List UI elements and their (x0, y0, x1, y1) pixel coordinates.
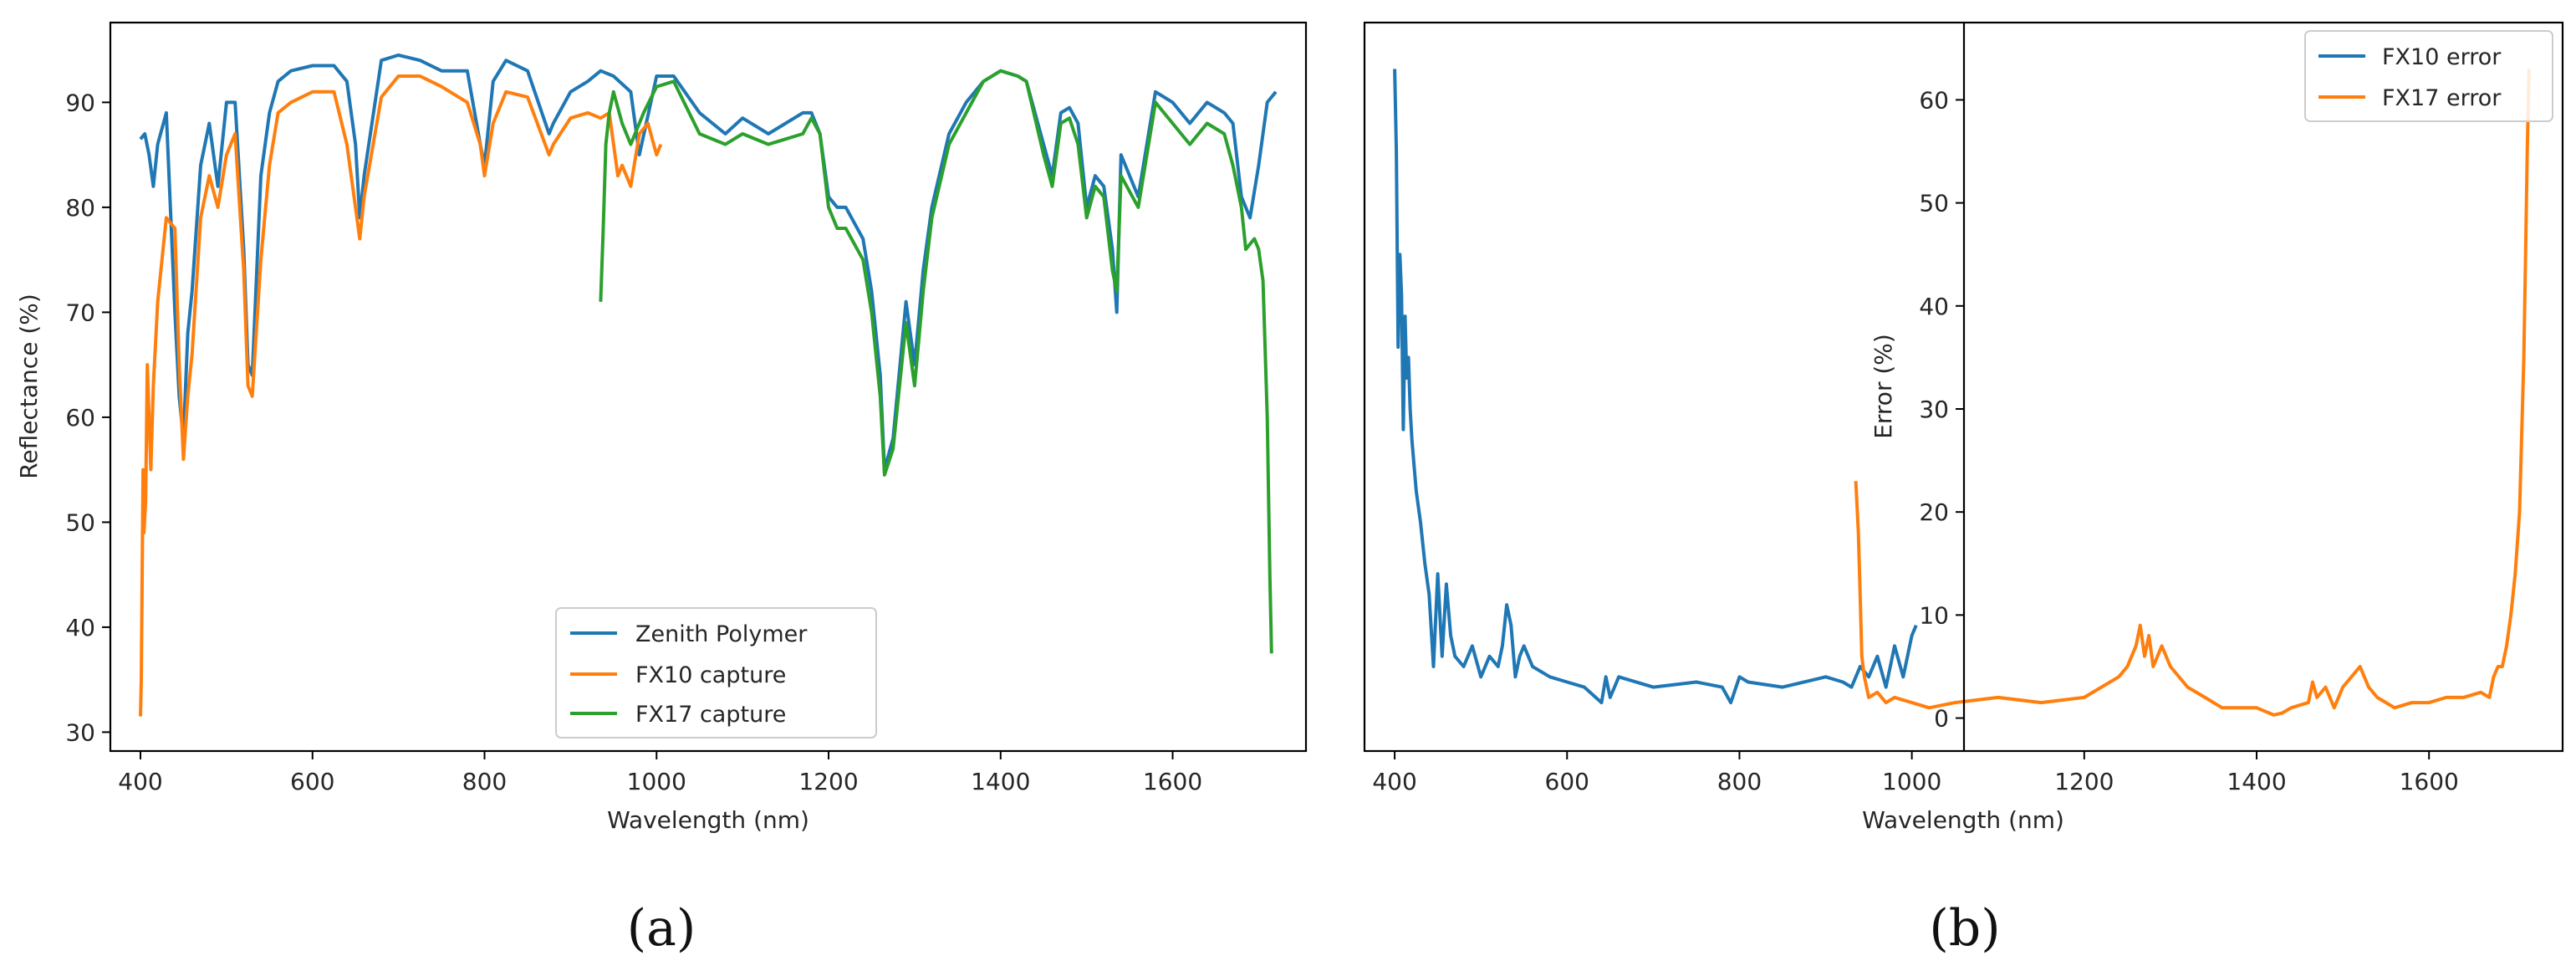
chart-b-series-fx10-error (1393, 69, 1918, 705)
chart-b-y-tick-label: 40 (1919, 293, 1949, 320)
chart-b-y-tick-label: 20 (1919, 498, 1949, 526)
chart-b-x-tick-label: 800 (1717, 768, 1762, 795)
chart-b-caption: (b) (1929, 899, 2000, 958)
chart-b-legend-label-fx10: FX10 error (2382, 44, 2502, 70)
chart-b-legend: FX10 error FX17 error (2304, 30, 2553, 122)
chart-b-y-tick-label: 50 (1919, 190, 1949, 217)
chart-a-legend-label-zenith: Zenith Polymer (635, 621, 808, 647)
chart-b-x-tick-label: 1400 (2227, 768, 2286, 795)
chart-a-y-tick-label: 90 (65, 89, 95, 116)
chart-b-x-tick-label: 1200 (2054, 768, 2114, 795)
chart-a-y-ticks: 30 40 50 60 70 80 90 (65, 89, 110, 746)
chart-b-y-tick-label: 0 (1934, 705, 1949, 733)
chart-b-plot-area (1393, 69, 2531, 717)
chart-b-x-tick-label: 1000 (1882, 768, 1941, 795)
chart-b-x-tick-label: 1600 (2400, 768, 2459, 795)
chart-a-legend-box (555, 607, 877, 738)
chart-b-x-axis-label: Wavelength (nm) (1862, 806, 2064, 834)
chart-a-y-tick-label: 70 (65, 299, 95, 326)
chart-b: 400 600 800 1000 1200 1400 1600 0102030405060 … (1363, 21, 2564, 958)
chart-a-x-tick-label: 400 (118, 768, 162, 795)
chart-b-y-ticks: 0 10 20 30 40 50 60 (1919, 86, 1964, 733)
chart-b-x-tick-label: 600 (1545, 768, 1589, 795)
chart-a-series-fx17-capture (599, 69, 1273, 654)
chart-a-x-tick-label: 1000 (627, 768, 686, 795)
chart-b-legend-box (2304, 30, 2553, 122)
chart-a-x-ticks: 400 600 800 1000 1200 1400 1600 (118, 751, 1202, 795)
chart-a-x-axis-label: Wavelength (nm) (607, 806, 809, 834)
chart-a-series-fx10-capture (139, 74, 663, 717)
chart-b-y-tick-label: 30 (1919, 396, 1949, 423)
chart-a-y-axis-label: Reflectance (%) (15, 294, 43, 479)
chart-b-x-tick-label: 400 (1372, 768, 1416, 795)
chart-a: 400 600 800 1000 1200 1400 1600 30 40 50 60 70 80 90… (15, 21, 1308, 958)
chart-a-y-tick-label: 30 (65, 718, 95, 746)
chart-a-y-tick-label: 60 (65, 404, 95, 432)
chart-a-x-tick-label: 1200 (798, 768, 858, 795)
chart-a-legend-label-fx10: FX10 capture (635, 662, 786, 688)
chart-a-frame (109, 21, 1308, 753)
chart-b-series-fx17-error (1854, 69, 2531, 717)
chart-a-y-tick-label: 80 (65, 194, 95, 222)
chart-b-legend-label-fx17: FX17 error (2382, 85, 2502, 111)
chart-a-legend-label-fx17: FX17 capture (635, 702, 786, 728)
chart-b-y-axis-label: Error (%) (1870, 334, 1897, 439)
chart-b-y-tick-label: 60 (1919, 86, 1949, 114)
chart-a-x-tick-label: 800 (462, 768, 507, 795)
chart-a-series-zenith-polymer (139, 53, 1278, 472)
chart-a-caption: (a) (627, 899, 696, 958)
chart-a-legend: Zenith Polymer FX10 capture FX17 capture (555, 607, 877, 738)
chart-a-x-tick-label: 1400 (971, 768, 1030, 795)
chart-a-plot-area (139, 53, 1278, 717)
chart-b-x-ticks: 400 600 800 1000 1200 1400 1600 (1372, 751, 2459, 795)
chart-a-y-tick-label: 40 (65, 614, 95, 641)
chart-a-x-tick-label: 600 (290, 768, 334, 795)
chart-b-y-tick-label: 10 (1919, 601, 1949, 629)
chart-a-x-tick-label: 1600 (1143, 768, 1202, 795)
chart-a-y-tick-label: 50 (65, 508, 95, 536)
